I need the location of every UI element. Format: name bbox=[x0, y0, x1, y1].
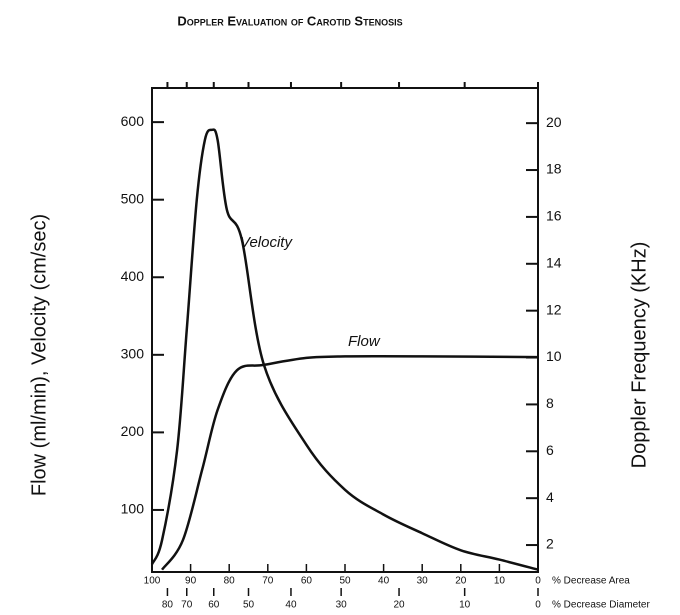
y-tick-label: 600 bbox=[121, 113, 145, 129]
y2-tick-label: 20 bbox=[546, 114, 562, 130]
x2-tick-label: 70 bbox=[181, 600, 193, 611]
x2-axis-label: % Decrease Diameter bbox=[552, 600, 650, 611]
y2-tick-label: 10 bbox=[546, 348, 562, 364]
y2-tick-label: 14 bbox=[546, 254, 562, 270]
plot-frame bbox=[151, 87, 539, 573]
x2-tick-label: 20 bbox=[393, 600, 405, 611]
x2-tick-label: 80 bbox=[162, 600, 174, 611]
y-tick-label: 100 bbox=[121, 501, 145, 517]
x2-tick-label: 60 bbox=[208, 600, 220, 611]
x-tick-label: 20 bbox=[455, 576, 467, 587]
x-tick-label: 100 bbox=[144, 576, 161, 587]
y2-tick-label: 2 bbox=[546, 536, 554, 552]
x2-tick-label: 50 bbox=[243, 600, 255, 611]
y2-tick-label: 6 bbox=[546, 442, 554, 458]
x-axis-label: % Decrease Area bbox=[552, 576, 630, 587]
y2-tick-label: 18 bbox=[546, 161, 562, 177]
y2-tick-label: 4 bbox=[546, 489, 554, 505]
x-tick-label: 40 bbox=[378, 576, 390, 587]
x-tick-label: 10 bbox=[494, 576, 506, 587]
x-tick-label: 50 bbox=[339, 576, 351, 587]
y2-axis-label: Doppler Frequency (KHz) bbox=[628, 242, 650, 469]
y-tick-label: 200 bbox=[121, 423, 145, 439]
line bbox=[150, 128, 539, 571]
line bbox=[161, 354, 539, 571]
x2-tick-label: 30 bbox=[336, 600, 348, 611]
y2-tick-label: 12 bbox=[546, 301, 562, 317]
x-tick-label: 0 bbox=[535, 576, 541, 587]
chart-title: Doppler Evaluation of Carotid Stenosis bbox=[177, 13, 402, 28]
y2-tick-label: 16 bbox=[546, 208, 562, 224]
x2-tick-label: 40 bbox=[285, 600, 297, 611]
y-axis-label: Flow (ml/min), Velocity (cm/sec) bbox=[28, 214, 50, 496]
x-tick-label: 30 bbox=[417, 576, 429, 587]
x-tick-label: 70 bbox=[262, 576, 274, 587]
y-tick-label: 500 bbox=[121, 190, 145, 206]
y-tick-label: 400 bbox=[121, 268, 145, 284]
series-label: Velocity bbox=[240, 234, 293, 251]
x-tick-label: 80 bbox=[224, 576, 236, 587]
x2-tick-label: 0 bbox=[535, 600, 541, 611]
y2-tick-label: 8 bbox=[546, 395, 554, 411]
x2-tick-label: 10 bbox=[459, 600, 471, 611]
series-label: Flow bbox=[348, 333, 381, 350]
x-tick-label: 60 bbox=[301, 576, 313, 587]
y-tick-label: 300 bbox=[121, 346, 145, 362]
x-tick-label: 90 bbox=[185, 576, 197, 587]
